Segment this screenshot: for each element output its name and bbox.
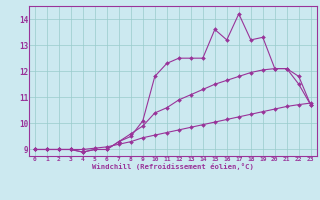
X-axis label: Windchill (Refroidissement éolien,°C): Windchill (Refroidissement éolien,°C) [92,163,254,170]
